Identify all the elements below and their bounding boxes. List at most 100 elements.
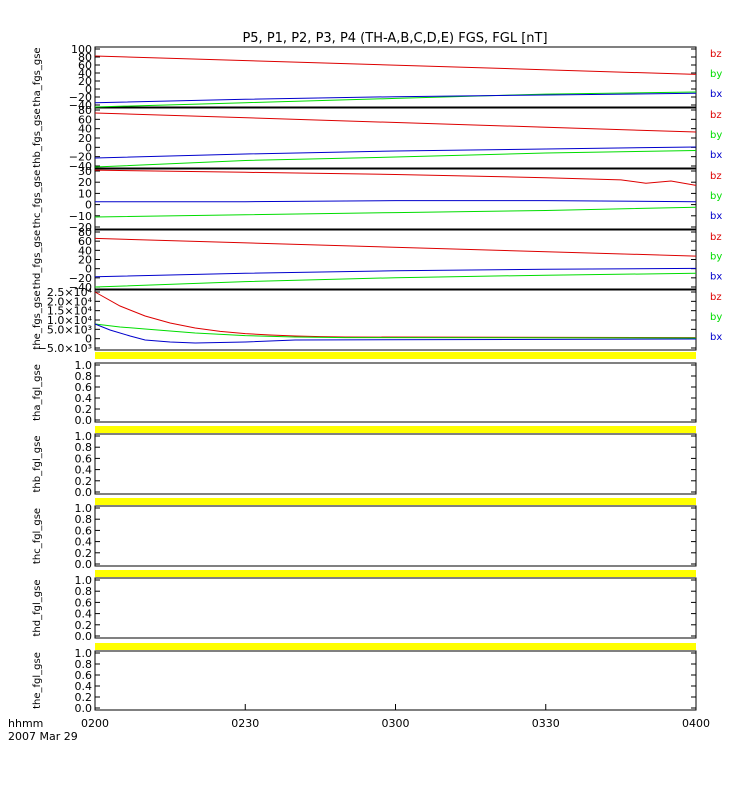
nodata-band [95, 570, 696, 577]
ytick-label: 1.0 [75, 430, 93, 443]
ytick-label: 20 [78, 254, 92, 267]
nodata-band [95, 643, 696, 650]
ytick-label: 0.8 [75, 441, 93, 454]
legend-bz: bz [710, 110, 722, 121]
series-bz [94, 237, 697, 257]
ytick-label: 40 [78, 67, 92, 80]
legend-bx: bx [710, 211, 722, 222]
ytick-label: −20 [69, 221, 92, 234]
ytick-label: 1.0 [75, 502, 93, 515]
ytick-label: 40 [78, 244, 92, 257]
ytick-label: 10 [78, 187, 92, 200]
panel-frame [94, 289, 697, 351]
legend-by: by [710, 191, 722, 202]
ytick-label: 60 [78, 59, 92, 72]
panel-frame [94, 229, 697, 290]
ytick-label: 0.6 [75, 596, 93, 609]
ytick-label: 0.0 [75, 558, 93, 571]
panel-frame [94, 46, 697, 108]
ylabel-the_fgl_gse: the_fgl_gse [32, 652, 43, 709]
legend-bz: bz [710, 232, 722, 243]
ytick-label: 0.6 [75, 381, 93, 394]
ylabel-thc_fgl_gse: thc_fgl_gse [32, 508, 43, 564]
ytick-label: 1.0 [75, 574, 93, 587]
series-bz [94, 112, 697, 133]
ylabel-the_fgs_gse: the_fgs_gse [32, 290, 43, 349]
panel-frame [94, 107, 697, 169]
legend-bz: bz [710, 171, 722, 182]
ytick-label: 60 [78, 113, 92, 126]
panel-thc_fgl_gse: 1.00.80.60.40.20.0 thc_fgl_gse [32, 502, 697, 571]
ytick-label: 1.5×10⁴ [47, 305, 93, 318]
ytick-label: −20 [69, 91, 92, 104]
ytick-label: 1.0×10⁴ [47, 314, 93, 327]
legend-by: by [710, 130, 722, 141]
panel-frame [94, 362, 697, 423]
xtick-label: 0200 [81, 717, 109, 730]
series-bz [94, 55, 697, 75]
ytick-label: 0.2 [75, 691, 93, 704]
date-label: 2007 Mar 29 [8, 730, 78, 743]
series-by [94, 323, 697, 339]
panel-frame [94, 577, 697, 639]
legend-bx: bx [710, 150, 722, 161]
legend-bx: bx [710, 271, 722, 282]
ytick-label: 0.4 [75, 464, 93, 477]
ytick-label: −20 [69, 272, 92, 285]
ytick-label: 1.0 [75, 359, 93, 372]
ytick-label: −20 [69, 151, 92, 164]
ytick-label: 0 [85, 333, 92, 346]
xtick-label: 0300 [382, 717, 410, 730]
xtick-label: 0330 [532, 717, 560, 730]
series-bz [94, 169, 697, 186]
ytick-label: 5.0×10³ [47, 323, 92, 336]
panel-the_fgs_gse: 2.5×10⁴2.0×10⁴1.5×10⁴1.0×10⁴5.0×10³0−5.0… [32, 286, 722, 355]
ytick-label: 0 [85, 263, 92, 276]
series-bx [94, 267, 697, 278]
ytick-label: 0.6 [75, 452, 93, 465]
ytick-label: 20 [78, 176, 92, 189]
series-by [94, 150, 697, 168]
ytick-label: 0.0 [75, 630, 93, 643]
ytick-label: 0.2 [75, 619, 93, 632]
ytick-label: 0.0 [75, 414, 93, 427]
ytick-label: 2.0×10⁴ [47, 295, 93, 308]
series-bx [95, 200, 697, 203]
nodata-band [95, 352, 696, 359]
ytick-label: 80 [78, 104, 92, 117]
legend-bx: bx [710, 89, 722, 100]
ytick-label: 0 [85, 83, 92, 96]
ylabel-thb_fgl_gse: thb_fgl_gse [32, 436, 43, 493]
ytick-label: 0.0 [75, 486, 93, 499]
panel-frame [94, 650, 697, 711]
time-axis: 0200 0230 0300 0330 0400 [81, 704, 710, 730]
series-bx [94, 92, 697, 104]
legend-by: by [710, 69, 722, 80]
ytick-label: 0.4 [75, 392, 93, 405]
ytick-label: 0.8 [75, 513, 93, 526]
series-bz [94, 291, 697, 339]
ytick-label: −40 [69, 99, 92, 112]
nodata-band [95, 498, 696, 505]
panel-the_fgl_gse: 1.00.80.60.40.20.0 the_fgl_gse [32, 647, 697, 715]
ytick-label: 0.2 [75, 403, 93, 416]
legend-bx: bx [710, 332, 722, 343]
ytick-label: 0 [85, 199, 92, 212]
series-bx [94, 323, 697, 344]
series-by [94, 91, 697, 108]
ytick-label: 1.0 [75, 647, 93, 660]
ytick-label: 80 [78, 226, 92, 239]
panel-thb_fgl_gse: 1.00.80.60.40.20.0 thb_fgl_gse [32, 430, 697, 499]
xtick-label: 0230 [231, 717, 259, 730]
ytick-label: −40 [69, 281, 92, 294]
xtick-label: 0400 [682, 717, 710, 730]
ytick-label: 0.8 [75, 658, 93, 671]
panel-tha_fgl_gse: 1.00.80.60.40.20.0 tha_fgl_gse [32, 359, 697, 427]
series-by [94, 206, 697, 218]
ytick-label: 0.8 [75, 585, 93, 598]
panel-thd_fgl_gse: 1.00.80.60.40.20.0 thd_fgl_gse [32, 574, 697, 643]
